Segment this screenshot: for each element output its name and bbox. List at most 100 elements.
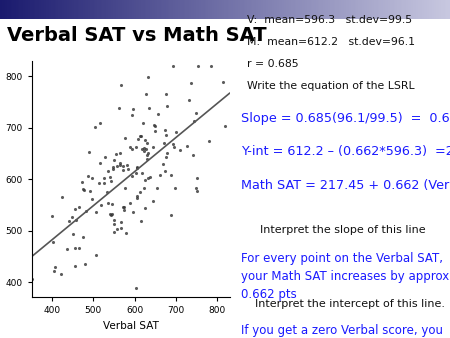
Bar [422,0,423,19]
Point [75,204,82,209]
Bar [214,0,215,19]
Point [163,132,170,138]
Bar [146,0,148,19]
Bar [371,0,372,19]
Point [137,133,144,139]
Point [171,145,178,150]
Point [108,212,115,217]
Bar [369,0,371,19]
Point [207,63,214,69]
Bar [65,0,67,19]
Point [134,195,141,201]
Bar [275,0,277,19]
Point [151,123,158,129]
Point [102,154,109,160]
Bar [427,0,429,19]
Bar [173,0,175,19]
Bar [178,0,180,19]
Point [111,218,118,223]
Point [122,186,129,191]
Bar [169,0,171,19]
Bar [39,0,40,19]
Point [190,118,198,124]
Bar [199,0,201,19]
Bar [102,0,104,19]
Point [89,197,96,202]
Point [88,175,95,180]
Bar [55,0,56,19]
Bar [425,0,427,19]
Bar [138,0,140,19]
Bar [44,0,46,19]
Bar [231,0,233,19]
Point [105,200,112,206]
Bar [53,0,55,19]
Bar [284,0,286,19]
Bar [129,0,130,19]
Point [121,204,128,209]
Bar [288,0,289,19]
Point [110,166,117,171]
Bar [106,0,108,19]
Point [146,174,153,179]
Bar [406,0,408,19]
Bar [372,0,374,19]
Bar [152,0,153,19]
Point [117,219,125,224]
Bar [226,0,228,19]
Point [176,147,184,153]
Bar [42,0,44,19]
Bar [300,0,302,19]
Bar [326,0,328,19]
Point [129,209,136,215]
Bar [134,0,136,19]
Bar [304,0,305,19]
Bar [413,0,415,19]
Bar [136,0,138,19]
Point [126,200,134,206]
Point [142,138,149,143]
Bar [432,0,434,19]
Text: r = 0.685: r = 0.685 [247,59,299,69]
Bar [51,0,53,19]
Bar [351,0,353,19]
Bar [191,0,192,19]
Point [71,206,78,212]
Point [142,91,149,97]
Text: Y-int = 612.2 – (0.662*596.3)  =217.45: Y-int = 612.2 – (0.662*596.3) =217.45 [241,145,450,158]
Point [138,218,145,223]
Bar [236,0,238,19]
Bar [28,0,30,19]
Bar [34,0,35,19]
Bar [312,0,314,19]
Bar [325,0,326,19]
Bar [330,0,332,19]
Bar [438,0,439,19]
Bar [120,0,122,19]
Bar [342,0,344,19]
Bar [72,0,74,19]
Bar [418,0,420,19]
Bar [367,0,369,19]
Bar [113,0,115,19]
Bar [19,0,21,19]
Point [144,156,151,162]
Bar [99,0,101,19]
Bar [415,0,416,19]
Point [111,221,118,226]
Bar [402,0,404,19]
Bar [408,0,410,19]
Bar [395,0,397,19]
Point [134,164,141,170]
Point [72,264,79,269]
Bar [420,0,422,19]
Bar [251,0,252,19]
Point [109,164,116,170]
Point [137,190,144,195]
Text: Slope = 0.685(96.1/99.5)  =  0.662: Slope = 0.685(96.1/99.5) = 0.662 [241,112,450,124]
Point [189,152,197,158]
Bar [35,0,37,19]
Bar [140,0,141,19]
Bar [256,0,258,19]
Point [112,151,119,157]
